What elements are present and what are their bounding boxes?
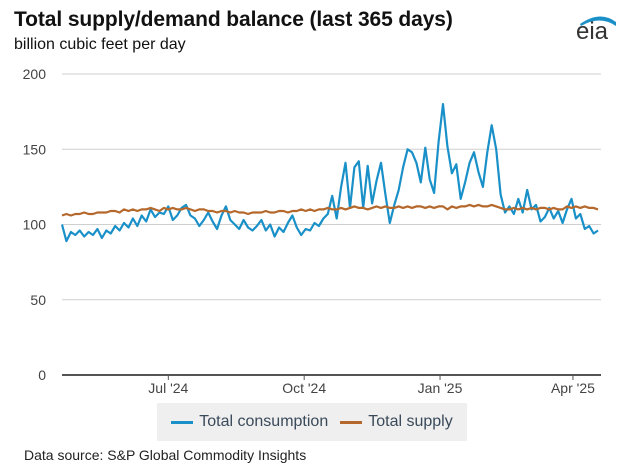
legend-item-supply[interactable]: Total supply [340, 413, 453, 431]
series-line-consumption [60, 102, 599, 243]
y-tick-label: 0 [38, 367, 46, 383]
legend-item-consumption[interactable]: Total consumption [171, 413, 328, 431]
x-tick-label: Oct '24 [282, 380, 326, 396]
y-tick-label: 100 [23, 217, 47, 233]
logo-arc-icon [580, 16, 616, 26]
logo-text: eia [576, 18, 609, 45]
y-tick-label: 200 [23, 66, 47, 82]
y-axis-ticks: 0 50 100 150 200 [23, 66, 47, 383]
legend-swatch-supply [340, 420, 363, 424]
series-line-supply [61, 203, 599, 217]
chart-subtitle: billion cubic feet per day [14, 36, 186, 53]
data-source-note: Data source: S&P Global Commodity Insigh… [24, 447, 307, 463]
x-axis-ticks: Jul '24 Oct '24 Jan '25 Apr '25 [148, 375, 595, 396]
x-tick-label: Jul '24 [148, 380, 188, 396]
line-chart: 0 50 100 150 200 Jul '24 Oct '24 Jan '25 Apr '2… [23, 66, 601, 396]
grid-lines [62, 73, 601, 376]
x-tick-label: Jan '25 [418, 380, 463, 396]
y-tick-label: 150 [23, 141, 47, 157]
chart-legend: Total consumption Total supply [157, 403, 467, 441]
legend-label-supply: Total supply [368, 413, 453, 430]
series-layer [60, 102, 599, 243]
chart-title: Total supply/demand balance (last 365 da… [14, 8, 453, 31]
x-tick-label: Apr '25 [551, 380, 595, 396]
eia-logo: eia [572, 8, 618, 45]
legend-swatch-consumption [171, 420, 194, 424]
y-tick-label: 50 [30, 292, 46, 308]
legend-label-consumption: Total consumption [199, 413, 329, 430]
